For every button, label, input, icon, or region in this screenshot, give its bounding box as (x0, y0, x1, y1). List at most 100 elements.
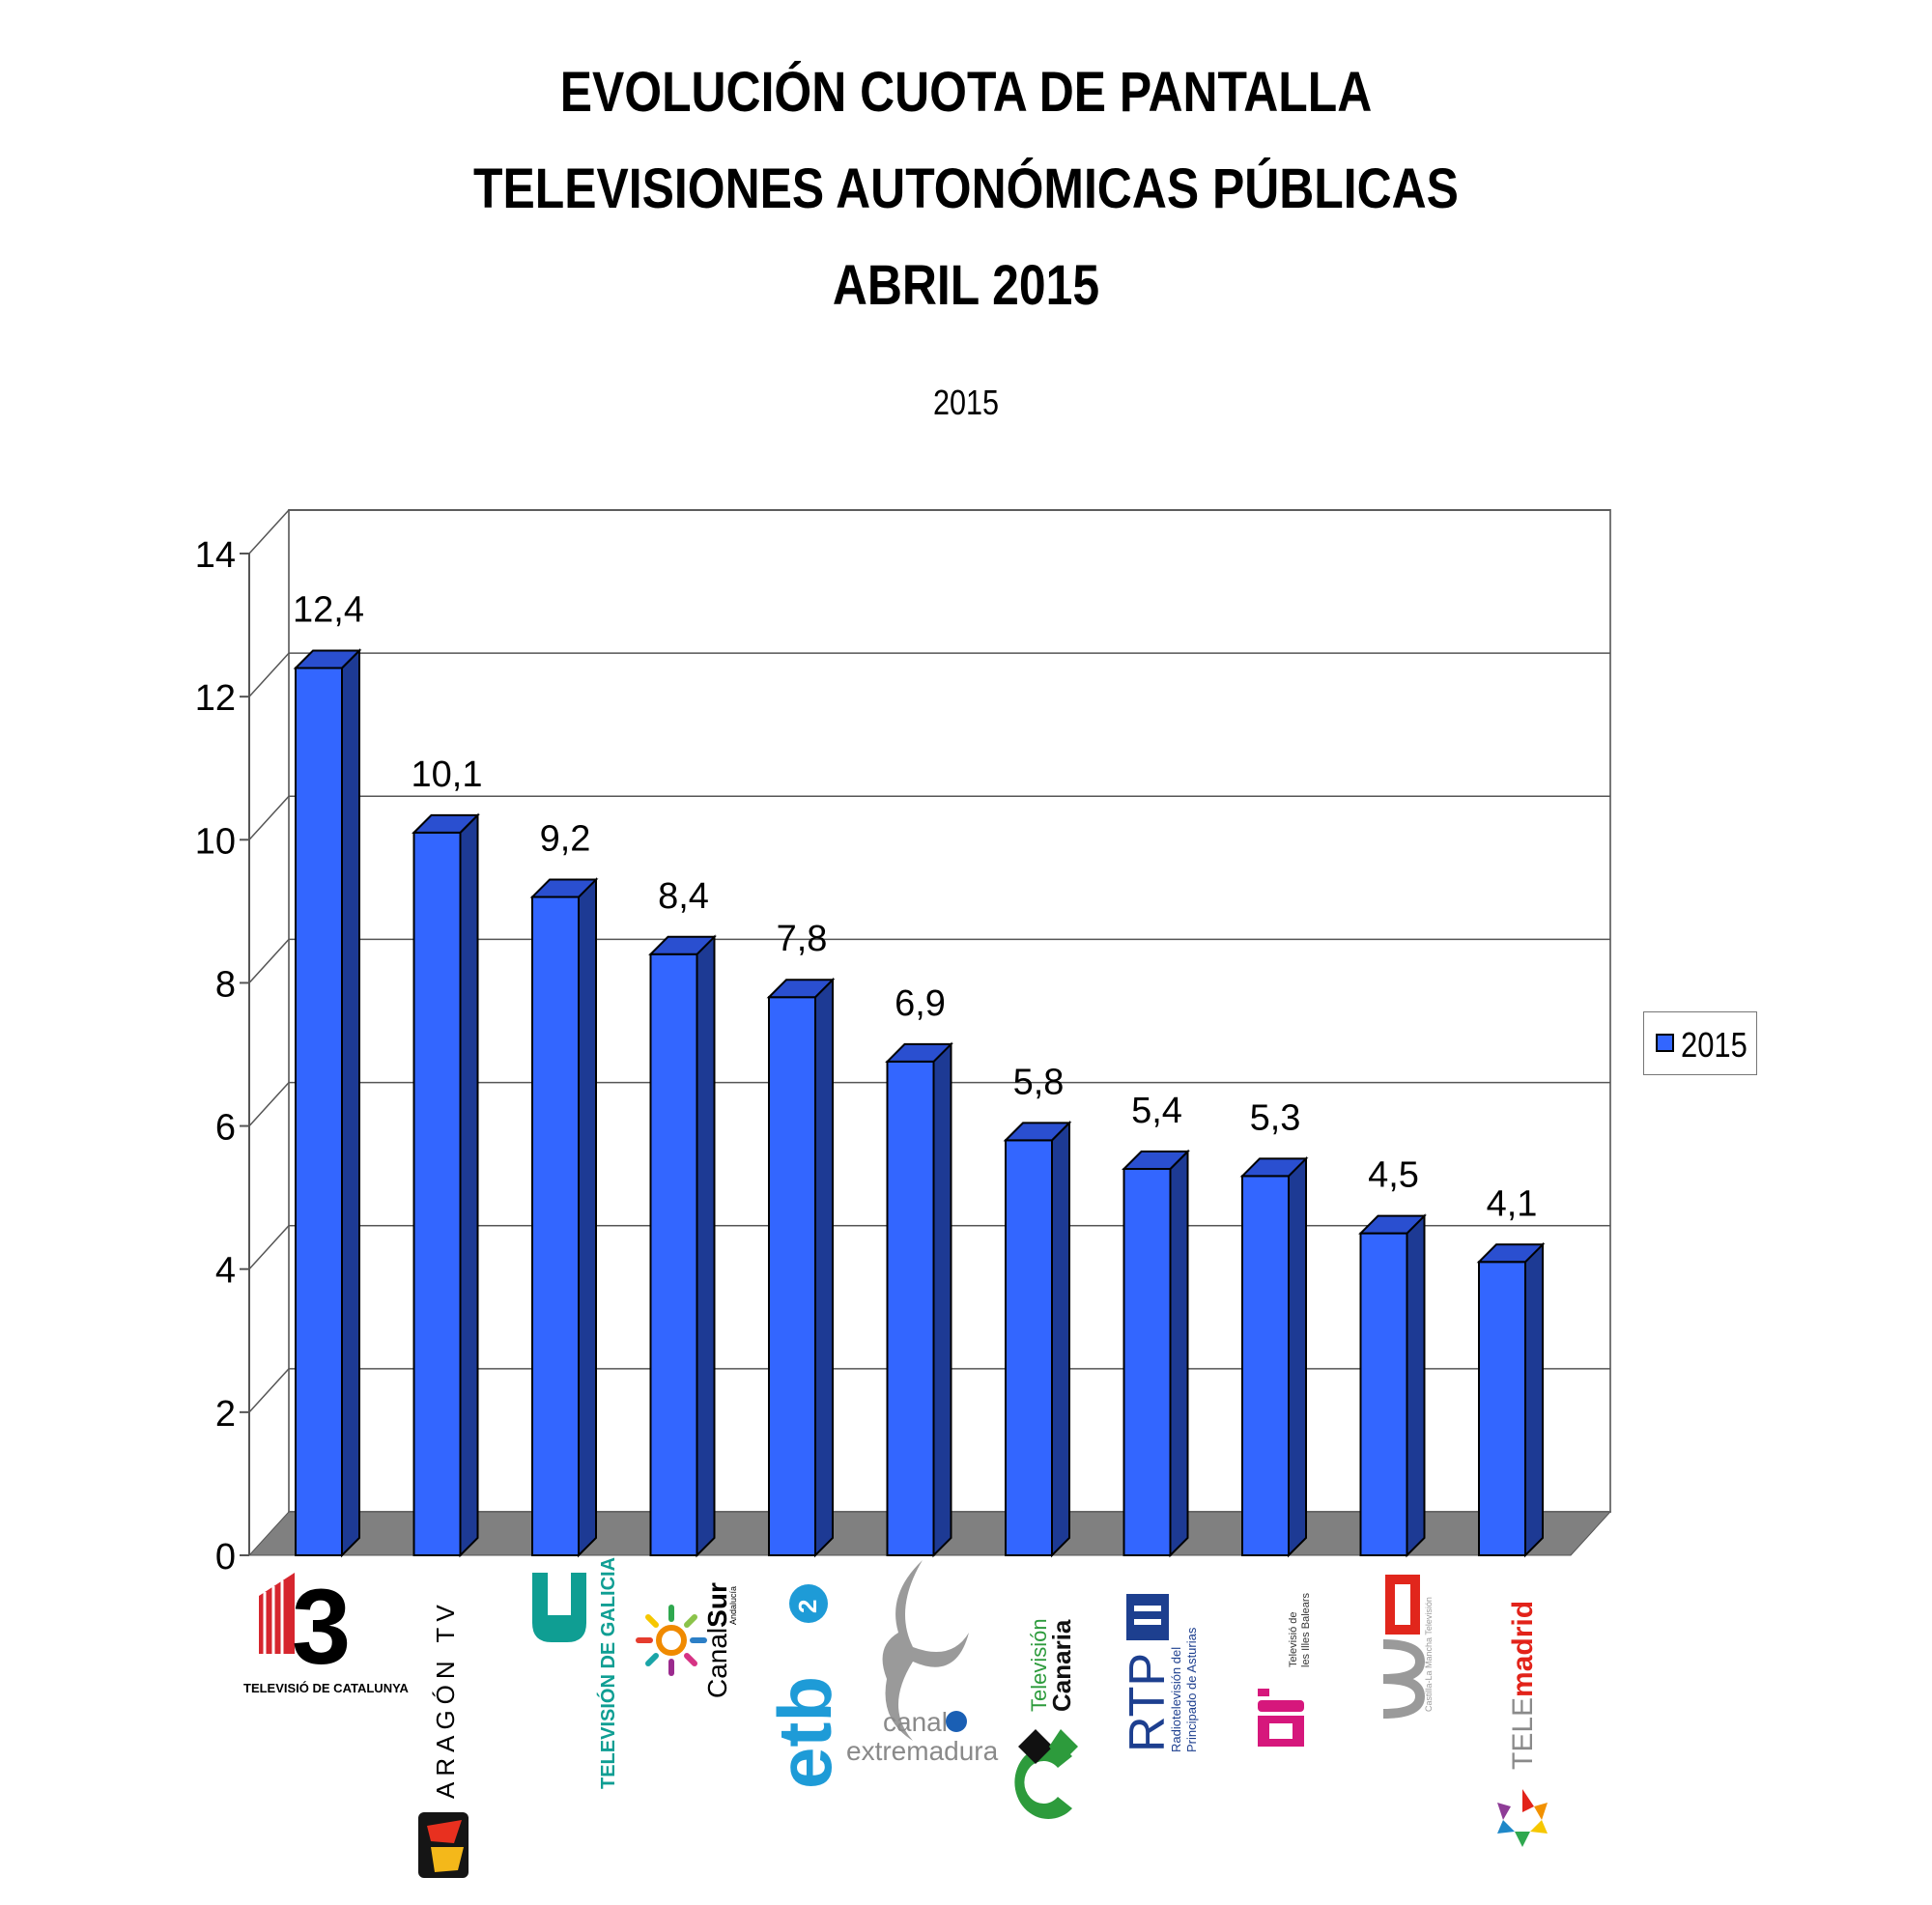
data-label: 6,9 (895, 983, 946, 1024)
ib3-logo-text-a: Televisió de (1288, 1612, 1299, 1667)
bar-front (1005, 1139, 1053, 1557)
bar-side (578, 877, 597, 1558)
etb2-logo: etb 2 (762, 1584, 847, 1789)
data-label: 10,1 (412, 754, 483, 795)
gridline-diagonal (248, 509, 290, 554)
cmt-logo: Castilla-La Mancha Televisión (1382, 1575, 1434, 1719)
y-tick-label: 2 (215, 1394, 236, 1435)
y-tick-label: 0 (215, 1537, 236, 1578)
bar (1003, 1120, 1072, 1558)
gridline-diagonal (248, 938, 290, 983)
bar-front (1241, 1175, 1290, 1556)
bar-front (412, 831, 462, 1556)
bar-top (1122, 1151, 1190, 1171)
bar-side (1288, 1156, 1307, 1558)
bar (1358, 1213, 1427, 1558)
chart-title-line-1: EVOLUCIÓN CUOTA DE PANTALLA (559, 61, 1373, 124)
television-canaria-logo-text-a: Televisión (1027, 1618, 1051, 1712)
aragon-tv-logo: ARAGÓN TV (418, 1599, 469, 1878)
telemadrid-logo-text-a: TELE (1507, 1697, 1539, 1770)
data-label: 5,8 (1013, 1062, 1065, 1102)
rtpa-logo: RTP Radiotelevisión del Principado de As… (1120, 1594, 1199, 1752)
bar-top (885, 1042, 953, 1063)
etb2-logo-text: etb (762, 1676, 847, 1789)
bar (766, 977, 836, 1558)
bar-front (768, 996, 816, 1556)
telemadrid-logo-text-b: madrid (1507, 1601, 1539, 1697)
tv3-logo: 3 TELEVISIÓ DE CATALUNYA (243, 1568, 410, 1695)
data-label: 4,1 (1487, 1183, 1538, 1224)
svg-text:2: 2 (793, 1600, 822, 1613)
gridline-diagonal (248, 795, 290, 840)
bar (293, 648, 362, 1558)
y-tick-label: 12 (195, 678, 236, 719)
y-tick-label: 10 (195, 821, 236, 862)
ib3-logo-text-b: les Illes Balears (1300, 1592, 1312, 1667)
x-axis-logos: 3 TELEVISIÓ DE CATALUNYA ARAGÓN TV TELEV… (243, 1557, 1548, 1878)
bar-side (814, 977, 834, 1558)
legend-swatch (1656, 1034, 1674, 1052)
bar-front (1359, 1232, 1408, 1557)
rtpa-logo-text-b: Radiotelevisión del (1169, 1647, 1183, 1752)
bar-front (886, 1060, 935, 1556)
y-tick-label: 4 (215, 1251, 236, 1292)
data-label: 5,4 (1131, 1091, 1182, 1131)
data-label: 4,5 (1368, 1155, 1419, 1196)
chart-title-line-3: ABRIL 2015 (832, 254, 1100, 317)
bar-side (459, 812, 479, 1558)
chart-title-line-2: TELEVISIONES AUTONÓMICAS PÚBLICAS (473, 157, 1459, 220)
bar (412, 812, 480, 1558)
bars (293, 648, 1546, 1558)
legend-label: 2015 (1681, 1025, 1747, 1065)
gridline-diagonal (248, 652, 290, 697)
canal-sur-logo-text-c: Andalucía (728, 1586, 738, 1625)
legend: 2015 (1643, 1011, 1757, 1075)
bar-front (649, 952, 698, 1556)
bar-top (1358, 1214, 1427, 1235)
bar-side (696, 934, 716, 1558)
bar-side (932, 1041, 952, 1558)
svg-text:CanalSur: CanalSur (702, 1582, 732, 1698)
galicia-logo-text: TELEVISIÓN DE GALICIA (596, 1557, 619, 1789)
canal-sur-logo-text-a: Canal (702, 1628, 732, 1698)
canal-sur-logo-text-b: Sur (702, 1582, 732, 1628)
data-label: 8,4 (658, 876, 709, 917)
bar-front (1478, 1261, 1526, 1556)
y-tick-label: 14 (195, 535, 236, 576)
y-tick-label: 8 (215, 964, 236, 1005)
data-label: 5,3 (1250, 1097, 1301, 1138)
bar-top (1239, 1157, 1309, 1178)
bar-top (1003, 1122, 1072, 1142)
bar (885, 1041, 953, 1558)
bar-top (648, 935, 717, 955)
data-labels: 12,4 10,1 9,2 8,4 7,8 6,9 5,8 5,4 5,3 4,5 4,1 (293, 590, 1537, 1225)
canal-extremadura-logo: canal extremadura (846, 1560, 999, 1766)
data-label: 7,8 (777, 919, 828, 959)
data-label: 9,2 (540, 819, 591, 860)
tv3-logo-text: TELEVISIÓ DE CATALUNYA (243, 1681, 410, 1695)
y-axis: 0 2 4 6 8 10 12 14 (195, 535, 249, 1578)
bar-top (766, 979, 836, 999)
bar (1239, 1156, 1309, 1558)
canal-extremadura-logo-text-b: extremadura (846, 1736, 999, 1766)
svg-text:3: 3 (292, 1568, 351, 1687)
svg-text:Castilla-La Mancha Televisión: Castilla-La Mancha Televisión (1424, 1597, 1434, 1712)
bar-side (1524, 1241, 1544, 1558)
gridline-diagonal (248, 1082, 290, 1127)
gridline-diagonal (248, 1225, 290, 1270)
telemadrid-logo: TELEmadrid (1497, 1601, 1548, 1847)
y-tick-label: 6 (215, 1108, 236, 1149)
canal-extremadura-logo-text-a: canal (883, 1707, 948, 1737)
canal-sur-logo: CanalSur Andalucía (636, 1582, 738, 1698)
bar-front (1122, 1168, 1172, 1556)
bar (1122, 1149, 1190, 1558)
data-label: 12,4 (293, 590, 364, 631)
bar-side (1169, 1149, 1189, 1558)
bar-top (529, 878, 599, 898)
ib3-logo: Televisió de les Illes Balears (1258, 1592, 1312, 1747)
bar (1476, 1241, 1546, 1558)
bar-top (293, 649, 362, 669)
gridline-diagonal (248, 1368, 290, 1413)
bar-side (341, 648, 360, 1558)
